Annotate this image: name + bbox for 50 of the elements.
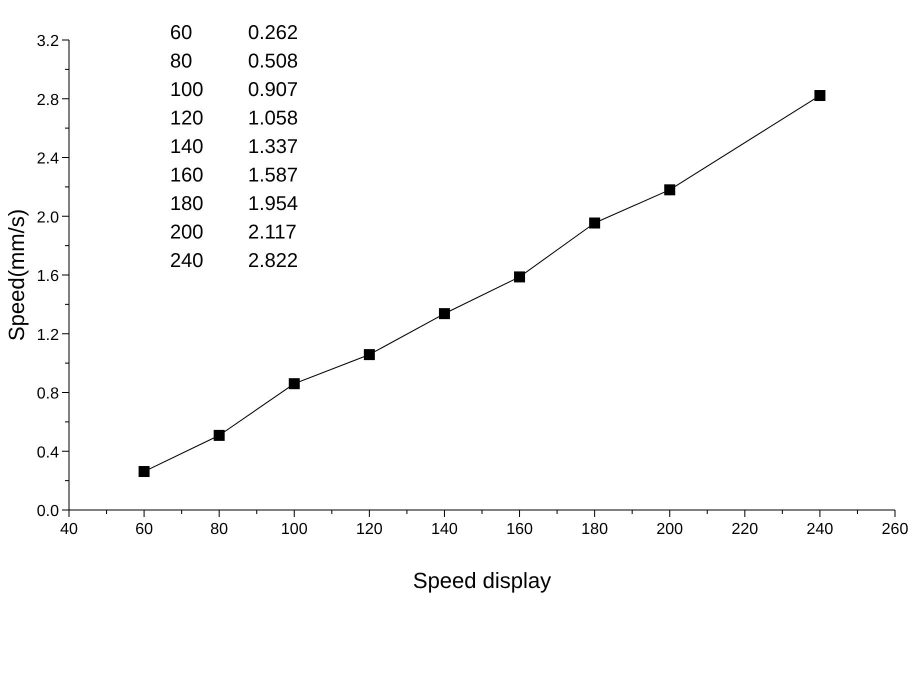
- x-tick-label: 80: [210, 521, 228, 538]
- x-tick-label: 240: [806, 521, 834, 538]
- annotation: 240: [170, 250, 204, 272]
- y-tick-label: 1.2: [36, 326, 60, 344]
- x-tick-label: 160: [506, 521, 533, 538]
- y-tick-label: 0.8: [36, 386, 60, 402]
- point: [814, 90, 826, 102]
- annotation: 200: [170, 222, 204, 244]
- annotation: 60: [170, 22, 192, 44]
- y-tick-label: 0.4: [36, 444, 60, 462]
- y-tick-label: 1.6: [36, 268, 60, 285]
- annotation: 120: [170, 108, 204, 130]
- point: [214, 430, 225, 441]
- y-tick-label: 3.2: [36, 33, 60, 50]
- x-tick-label: 100: [280, 521, 308, 538]
- annotation: 1.058: [248, 108, 298, 130]
- y-axis-title: Speed(mm/s): [4, 208, 29, 342]
- point: [514, 271, 526, 282]
- point: [664, 184, 676, 196]
- annotation: 0.262: [248, 22, 298, 44]
- x-axis-title: Speed display: [412, 568, 552, 593]
- x-tick-label: 200: [656, 521, 684, 538]
- x-tick-label: 260: [882, 521, 908, 538]
- point: [438, 308, 450, 320]
- x-tick-label: 140: [431, 521, 458, 538]
- annotation: 180: [170, 193, 204, 215]
- annotation: 1.954: [248, 193, 298, 215]
- annotation: 80: [170, 50, 192, 72]
- annotation: 2.117: [248, 222, 297, 244]
- x-tick-label: 40: [60, 521, 78, 538]
- annotation: 1.337: [248, 136, 298, 158]
- annotation: 160: [170, 164, 204, 186]
- point: [364, 349, 375, 360]
- point: [288, 378, 300, 390]
- y-tick-label: 2.8: [36, 92, 60, 109]
- annotation: 2.822: [248, 250, 298, 272]
- y-tick-label: 2.0: [36, 209, 60, 226]
- annotation: 0.508: [248, 50, 298, 72]
- x-tick-label: 220: [731, 521, 758, 538]
- x-tick-label: 180: [581, 521, 608, 538]
- x-tick-label: 60: [135, 521, 154, 538]
- annotation: 0.907: [248, 79, 298, 101]
- annotation: 1.587: [248, 164, 298, 186]
- annotation: 140: [170, 136, 204, 158]
- point: [589, 218, 600, 229]
- y-tick-label: 2.4: [36, 150, 60, 168]
- annotation: 100: [170, 79, 204, 101]
- y-tick-label: 0.0: [36, 503, 60, 520]
- x-tick-label: 120: [356, 521, 383, 538]
- point: [138, 466, 150, 478]
